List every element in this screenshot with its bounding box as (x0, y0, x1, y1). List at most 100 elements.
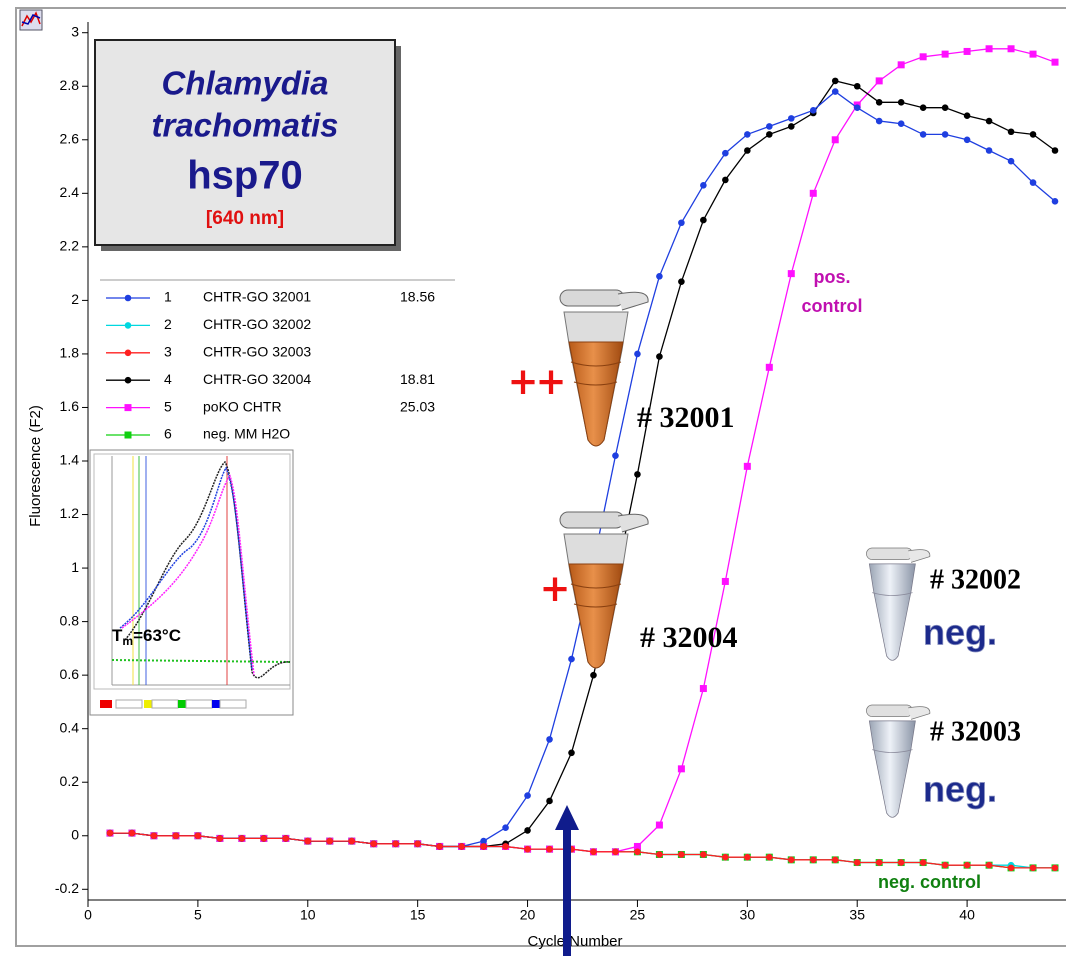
data-point (678, 219, 685, 226)
data-point (1008, 128, 1015, 135)
data-point (744, 854, 751, 861)
legend-label: poKO CHTR (203, 398, 282, 414)
data-point (898, 99, 905, 106)
data-point (173, 832, 180, 839)
data-point (480, 843, 487, 850)
data-point (986, 862, 993, 869)
legend-number: 1 (164, 289, 172, 305)
data-point (370, 840, 377, 847)
sample-label: # 32004 (640, 621, 738, 654)
data-point (744, 147, 751, 154)
tm-label: Tm=63°C (112, 626, 181, 648)
legend-marker (125, 350, 132, 357)
data-point (1008, 158, 1015, 165)
data-point (832, 88, 839, 95)
legend-label: neg. MM H2O (203, 426, 290, 442)
y-tick-label: 0.4 (60, 719, 80, 735)
data-point (986, 147, 993, 154)
data-point (788, 123, 795, 130)
legend-marker (125, 295, 132, 302)
y-tick-label: 0.6 (60, 666, 80, 682)
data-point (502, 824, 509, 831)
data-point (832, 78, 839, 85)
data-point (810, 107, 817, 114)
data-point (964, 48, 971, 55)
data-point (942, 104, 949, 111)
sample-label: # 32002 (930, 564, 1021, 595)
positive-mark: + (541, 564, 569, 617)
legend-label: CHTR-GO 32001 (203, 289, 311, 305)
data-point (722, 854, 729, 861)
data-point (678, 765, 685, 772)
data-point (964, 112, 971, 119)
data-point (239, 835, 246, 842)
legend-number: 2 (164, 316, 172, 332)
data-point (1030, 131, 1037, 138)
y-tick-label: 2.6 (60, 130, 80, 146)
data-point (854, 104, 861, 111)
data-point (1052, 865, 1059, 872)
y-tick-label: 3 (71, 23, 79, 39)
data-point (678, 278, 685, 285)
legend-number: 6 (164, 426, 172, 442)
window-icon (20, 10, 42, 30)
data-point (766, 364, 773, 371)
tm-symbol: T (112, 626, 123, 645)
data-point (986, 118, 993, 125)
data-point (942, 51, 949, 58)
x-axis-title: Cycle Number (527, 933, 622, 950)
data-point (107, 830, 114, 837)
title: Chlamydia (162, 65, 329, 102)
data-point (1052, 59, 1059, 66)
data-point (502, 843, 509, 850)
data-point (1030, 51, 1037, 58)
data-point (524, 827, 531, 834)
data-point (744, 463, 751, 470)
y-tick-label: 1.2 (60, 505, 80, 521)
data-point (1008, 45, 1015, 52)
neg-control-label: neg. control (878, 872, 981, 892)
data-point (810, 190, 817, 197)
data-point (920, 131, 927, 138)
data-point (920, 859, 927, 866)
data-point (634, 849, 641, 856)
x-tick-label: 0 (84, 907, 92, 923)
data-point (700, 182, 707, 189)
y-tick-label: -0.2 (55, 880, 79, 896)
pos-control-label: pos. (813, 267, 850, 287)
tm-subscript: m (122, 634, 133, 648)
y-tick-label: 1.8 (60, 345, 80, 361)
data-point (151, 832, 158, 839)
tm-value: =63°C (133, 626, 181, 645)
data-point (656, 273, 663, 280)
y-tick-label: 1.6 (60, 398, 80, 414)
pos-control-label: control (802, 296, 863, 316)
data-point (876, 99, 883, 106)
data-point (392, 840, 399, 847)
wavelength: [640 nm] (206, 208, 284, 229)
data-point (920, 53, 927, 60)
sample-label: # 32003 (930, 716, 1021, 747)
legend-marker (125, 377, 132, 384)
data-point (612, 849, 619, 856)
data-point (700, 217, 707, 224)
data-point (854, 83, 861, 90)
data-point (568, 656, 575, 663)
data-point (722, 150, 729, 157)
data-point (546, 798, 553, 805)
data-point (766, 123, 773, 130)
result-label: neg. (923, 612, 997, 653)
data-point (788, 115, 795, 122)
legend-label: CHTR-GO 32004 (203, 371, 311, 387)
data-point (788, 857, 795, 864)
data-point (414, 840, 421, 847)
data-point (1052, 198, 1059, 205)
strong-positive-mark: ++ (509, 357, 565, 410)
data-point (634, 351, 641, 358)
legend-marker (125, 404, 132, 411)
y-tick-label: 1 (71, 559, 79, 575)
data-point (700, 851, 707, 858)
data-point (876, 118, 883, 125)
melt-inset (90, 450, 293, 715)
data-point (656, 822, 663, 829)
